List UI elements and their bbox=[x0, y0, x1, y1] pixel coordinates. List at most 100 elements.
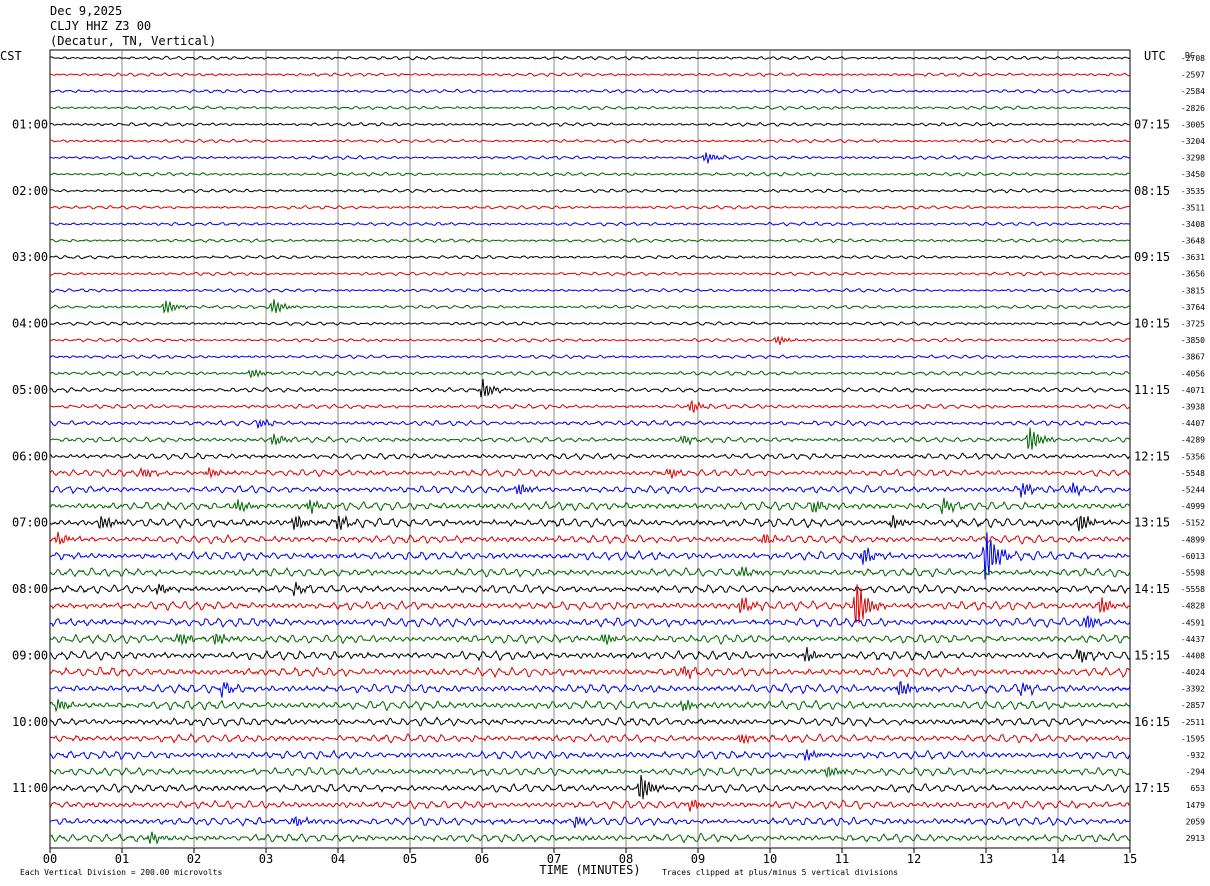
seismic-trace bbox=[49, 171, 1131, 177]
dc-offset-label: 653 bbox=[1191, 784, 1206, 793]
dc-offset-label: -1595 bbox=[1181, 734, 1205, 743]
seismic-trace bbox=[49, 321, 1131, 326]
dc-offset-label: -3648 bbox=[1181, 237, 1205, 246]
dc-offset-label: -2826 bbox=[1181, 104, 1205, 113]
seismic-trace bbox=[49, 354, 1131, 360]
left-time-label: 04:00 bbox=[12, 317, 48, 331]
dc-offset-label: 2913 bbox=[1186, 834, 1205, 843]
left-time-label: 09:00 bbox=[12, 648, 48, 662]
dc-offset-label: -3764 bbox=[1181, 303, 1205, 312]
x-axis-title: TIME (MINUTES) bbox=[539, 863, 640, 877]
dc-offset-label: -2708 bbox=[1181, 54, 1205, 63]
dc-offset-label: -2584 bbox=[1181, 87, 1205, 96]
seismic-trace bbox=[49, 152, 1131, 164]
seismic-trace bbox=[49, 221, 1131, 227]
dc-offset-label: -4591 bbox=[1181, 618, 1205, 627]
dc-offset-label: -4999 bbox=[1181, 502, 1205, 511]
seismic-trace bbox=[49, 466, 1131, 480]
dc-offset-label: -294 bbox=[1186, 768, 1205, 777]
dc-offset-label: -3725 bbox=[1181, 320, 1205, 329]
dc-offset-label: -3408 bbox=[1181, 220, 1205, 229]
right-time-label: 16:15 bbox=[1134, 715, 1170, 729]
left-time-label: 11:00 bbox=[12, 781, 48, 795]
seismic-trace bbox=[49, 188, 1131, 194]
dc-offset-label: -3450 bbox=[1181, 170, 1205, 179]
x-tick-label: 02 bbox=[187, 852, 201, 866]
seismic-trace bbox=[49, 749, 1131, 761]
vertical-division-note: Each Vertical Division = 200.00 microvol… bbox=[20, 868, 222, 877]
plot-frame bbox=[49, 49, 1131, 849]
seismic-trace bbox=[49, 299, 1131, 314]
x-tick-label: 00 bbox=[43, 852, 57, 866]
dc-offset-label: -5558 bbox=[1181, 585, 1205, 594]
dc-offset-label: -3005 bbox=[1181, 120, 1205, 129]
dc-header-label: DC bbox=[1185, 51, 1195, 60]
right-time-label: 14:15 bbox=[1134, 582, 1170, 596]
seismic-trace bbox=[49, 88, 1131, 94]
seismic-trace bbox=[49, 647, 1131, 663]
dc-offset-label: -3204 bbox=[1181, 137, 1205, 146]
dc-offset-label: -4899 bbox=[1181, 535, 1205, 544]
right-time-label: 17:15 bbox=[1134, 781, 1170, 795]
clipping-note: Traces clipped at plus/minus 5 vertical … bbox=[662, 868, 898, 877]
seismic-trace bbox=[49, 514, 1131, 532]
right-time-label: 09:15 bbox=[1134, 250, 1170, 264]
dc-offset-label: -5152 bbox=[1181, 519, 1205, 528]
dc-offset-label: -3938 bbox=[1181, 403, 1205, 412]
left-time-label: 02:00 bbox=[12, 184, 48, 198]
x-tick-label: 05 bbox=[403, 852, 417, 866]
dc-offset-label: -3867 bbox=[1181, 353, 1205, 362]
chart-header-station: CLJY HHZ Z3 00 bbox=[50, 19, 152, 33]
dc-offset-label: -4408 bbox=[1181, 651, 1205, 660]
dc-offset-label: -3631 bbox=[1181, 253, 1205, 262]
dc-offset-label: -2511 bbox=[1181, 718, 1205, 727]
left-time-label: 05:00 bbox=[12, 383, 48, 397]
seismic-trace bbox=[49, 774, 1131, 800]
seismic-trace bbox=[49, 799, 1131, 812]
dc-offset-label: -2597 bbox=[1181, 71, 1205, 80]
seismic-trace bbox=[49, 766, 1131, 778]
right-time-label: 10:15 bbox=[1134, 317, 1170, 331]
seismic-trace bbox=[49, 531, 1131, 545]
seismic-trace bbox=[49, 418, 1131, 429]
dc-offset-label: -932 bbox=[1186, 751, 1205, 760]
seismic-trace bbox=[49, 581, 1131, 597]
dc-offset-label: -3511 bbox=[1181, 203, 1205, 212]
seismic-trace bbox=[49, 369, 1131, 378]
chart-header-date: Dec 9,2025 bbox=[50, 4, 123, 18]
right-time-label: 11:15 bbox=[1134, 383, 1170, 397]
dc-offset-label: -5548 bbox=[1181, 469, 1205, 478]
seismic-trace bbox=[49, 55, 1131, 61]
seismic-trace bbox=[49, 632, 1131, 646]
dc-offset-label: -3656 bbox=[1181, 270, 1205, 279]
seismic-trace bbox=[49, 532, 1131, 580]
x-tick-label: 14 bbox=[1051, 852, 1065, 866]
dc-offset-label: -3392 bbox=[1181, 685, 1205, 694]
dc-offset-label: -4071 bbox=[1181, 386, 1205, 395]
x-tick-label: 09 bbox=[691, 852, 705, 866]
seismic-trace bbox=[49, 497, 1131, 515]
seismic-trace bbox=[49, 615, 1131, 629]
seismic-trace bbox=[49, 566, 1131, 578]
left-time-label: 10:00 bbox=[12, 715, 48, 729]
seismic-trace bbox=[50, 204, 1131, 210]
dc-offset-label: 2059 bbox=[1186, 817, 1205, 826]
x-tick-label: 12 bbox=[907, 852, 921, 866]
left-time-label: 01:00 bbox=[12, 117, 48, 131]
seismic-trace bbox=[49, 733, 1131, 745]
seismic-trace bbox=[49, 666, 1131, 679]
x-tick-label: 10 bbox=[763, 852, 777, 866]
x-tick-label: 06 bbox=[475, 852, 489, 866]
seismic-trace bbox=[49, 254, 1131, 260]
dc-offset-label: -3815 bbox=[1181, 286, 1205, 295]
dc-offset-label: -5244 bbox=[1181, 485, 1205, 494]
seismic-trace bbox=[49, 105, 1131, 111]
seismic-trace bbox=[49, 716, 1131, 728]
seismic-trace bbox=[49, 121, 1131, 127]
dc-offset-label: -6013 bbox=[1181, 552, 1205, 561]
dc-offset-label: -4056 bbox=[1181, 369, 1205, 378]
left-time-label: 08:00 bbox=[12, 582, 48, 596]
right-time-label: 08:15 bbox=[1134, 184, 1170, 198]
dc-offset-label: -4437 bbox=[1181, 635, 1205, 644]
